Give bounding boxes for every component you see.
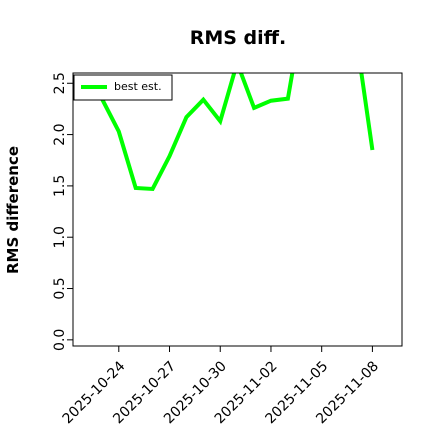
legend-label: best est. — [114, 80, 162, 93]
y-tick-label: 1.0 — [52, 226, 68, 248]
y-tick-label: 0.5 — [52, 277, 68, 299]
data-line — [100, 73, 375, 192]
y-tick-label: 2.5 — [52, 72, 68, 94]
y-axis-label: RMS difference — [4, 146, 22, 274]
y-tick-label: 0.0 — [52, 329, 68, 351]
legend: best est. — [73, 74, 173, 101]
chart-title: RMS diff. — [190, 27, 287, 49]
y-tick-label: 1.5 — [52, 175, 68, 197]
axes-frame — [72, 72, 403, 347]
y-tick-label: 2.0 — [52, 123, 68, 145]
